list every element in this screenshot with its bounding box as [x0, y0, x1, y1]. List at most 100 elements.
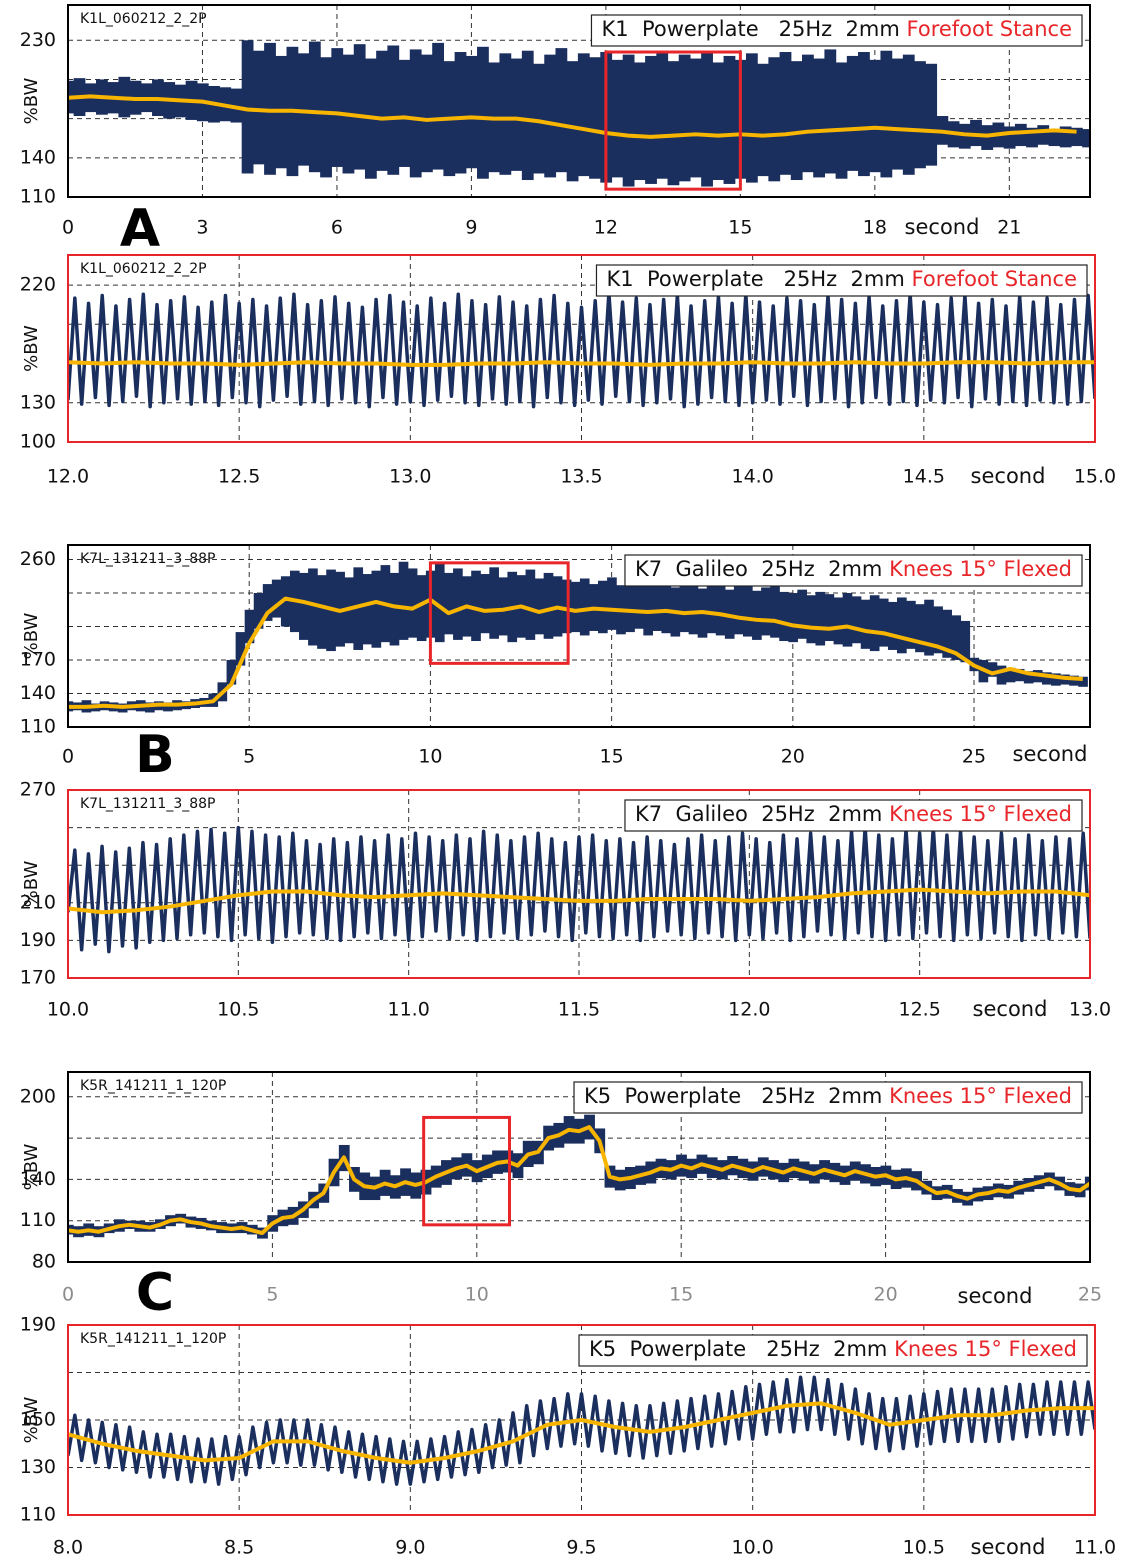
x-tick-label: 20: [874, 1284, 898, 1306]
x-tick-label: 0: [62, 217, 74, 239]
y-tick-label: 140: [20, 682, 56, 704]
signal-range: [815, 591, 826, 646]
x-tick-label: 18: [863, 217, 887, 239]
signal-range: [813, 58, 826, 178]
signal-range: [252, 50, 265, 165]
signal-range: [880, 50, 893, 178]
plot-data: [68, 291, 1095, 409]
signal-range: [499, 53, 512, 175]
signal-range: [933, 606, 943, 654]
file-label: K5R_141211_1_120P: [80, 1078, 226, 1094]
x-tick-label: 13.0: [1069, 999, 1111, 1021]
y-tick-label: 270: [20, 779, 56, 801]
plot-data: [68, 825, 1090, 954]
signal-range: [688, 581, 699, 635]
x-tick-label: 9.0: [395, 1537, 425, 1559]
condition-text: Knees 15° Flexed: [889, 802, 1072, 826]
x-tick-label: 20: [781, 746, 805, 768]
signal-range: [308, 41, 321, 173]
plot-data: [68, 1375, 1095, 1486]
signal-range: [235, 632, 246, 666]
signal-range: [701, 52, 713, 187]
spacer: [905, 267, 912, 291]
signal-range: [1014, 668, 1025, 682]
panel-letter: B: [135, 725, 175, 785]
signal-range: [454, 52, 467, 174]
x-tick-label: 15: [669, 1284, 693, 1306]
x-tick-label: 10.5: [903, 1537, 945, 1559]
signal-range: [409, 49, 422, 178]
signal-range: [797, 589, 808, 639]
signal-range: [790, 61, 803, 181]
signal-range: [1078, 676, 1088, 687]
signal-range: [579, 578, 590, 636]
signal-range: [1037, 125, 1050, 145]
signal-range: [925, 63, 938, 166]
y-tick-label: 140: [20, 146, 56, 168]
spacer: [887, 1337, 894, 1361]
signal-range: [611, 59, 624, 178]
signal-range: [942, 609, 952, 658]
title-text: K5 Powerplate 25Hz 2mm: [584, 1084, 882, 1108]
y-axis-label: %BW: [21, 612, 42, 659]
plot-frame: [67, 1324, 1096, 1516]
signal-range: [262, 584, 273, 621]
zoom-window: [604, 50, 742, 191]
title-box: [595, 264, 1088, 297]
signal-range: [271, 579, 282, 618]
zoom-window: [428, 561, 570, 665]
x-tick-label: 8.0: [53, 1537, 83, 1559]
signal-line: [68, 1401, 1095, 1465]
spacer: [882, 802, 889, 826]
x-tick-label: 11.0: [388, 999, 430, 1021]
signal-range: [544, 54, 557, 178]
panel-letter: C: [136, 1263, 174, 1323]
signal-range: [752, 590, 762, 640]
signal-range: [465, 55, 478, 169]
y-tick-label: 130: [20, 1456, 56, 1478]
signal-range: [667, 61, 680, 186]
condition-title: K5 Powerplate 25Hz 2mm Knees 15° Flexed: [584, 1084, 1072, 1108]
signal-range: [398, 59, 411, 167]
y-tick-label: 150: [20, 1409, 56, 1431]
x-axis-label: second: [905, 215, 980, 239]
y-tick-label: 170: [20, 649, 56, 671]
signal-range: [498, 577, 509, 636]
signal-range: [477, 46, 489, 179]
signal-range: [471, 570, 481, 642]
x-axis-label: second: [958, 1284, 1033, 1308]
signal-range: [376, 50, 388, 171]
signal-range: [533, 63, 545, 174]
signal-range: [906, 600, 916, 649]
spacer: [882, 557, 889, 581]
y-tick-label: 230: [20, 29, 56, 51]
condition-text: Knees 15° Flexed: [894, 1337, 1077, 1361]
y-tick-label: 100: [20, 431, 56, 453]
signal-range: [878, 598, 889, 647]
signal-range: [407, 568, 418, 638]
x-tick-label: 13.0: [389, 466, 431, 488]
y-tick-label: 80: [32, 1251, 56, 1273]
signal-range: [851, 596, 862, 644]
x-tick-label: 12.0: [47, 466, 89, 488]
x-tick-label: 25: [1078, 1284, 1102, 1306]
signal-range: [434, 563, 445, 643]
signal-range: [389, 572, 400, 646]
signal-range: [622, 54, 635, 187]
signal-range: [1041, 672, 1052, 685]
signal-range: [652, 582, 663, 631]
panel-letter: A: [120, 199, 160, 259]
y-tick-label: 190: [20, 929, 56, 951]
signal-range: [331, 48, 344, 167]
x-tick-label: 11.0: [1074, 1537, 1116, 1559]
signal-range: [1059, 126, 1072, 148]
signal-range: [779, 591, 789, 642]
title-box: [624, 554, 1083, 587]
x-axis-label: second: [971, 1535, 1046, 1559]
signal-range: [1070, 127, 1083, 147]
signal-range: [625, 581, 635, 633]
x-tick-label: 12.5: [899, 999, 941, 1021]
signal-range: [353, 567, 364, 650]
signal-range: [996, 665, 1007, 685]
signal-range: [689, 58, 702, 178]
